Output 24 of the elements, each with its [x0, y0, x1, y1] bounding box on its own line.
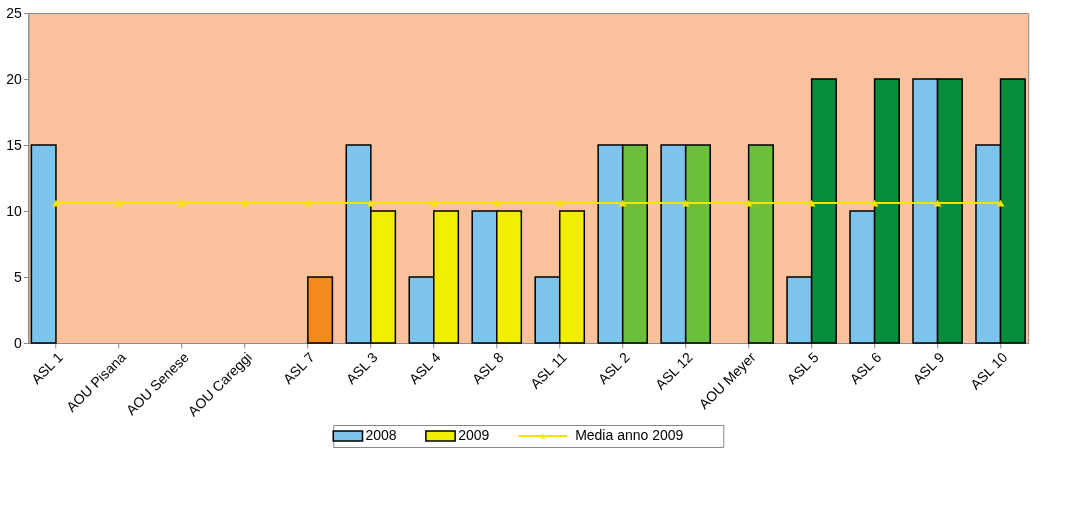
x-tick-label: ASL 6 [846, 348, 885, 387]
x-tick-label: ASL 10 [967, 348, 1011, 393]
x-tick-label: ASL 2 [594, 348, 633, 387]
x-tick-label: ASL 4 [405, 348, 444, 387]
x-tick-label: ASL 8 [468, 348, 507, 387]
x-tick-label: ASL 12 [652, 348, 696, 393]
x-tick-label: ASL 1 [27, 348, 66, 387]
bar [747, 144, 774, 344]
y-tick-label: 0 [13, 334, 22, 351]
legend-label: 2008 [365, 427, 397, 443]
x-tick-label: ASL 3 [342, 348, 381, 387]
bar [307, 276, 334, 344]
y-tick-label: 25 [6, 4, 22, 21]
x-tick-label: ASL 9 [909, 348, 948, 387]
legend-label: 2009 [458, 427, 490, 443]
x-tick-label: ASL 7 [279, 348, 318, 387]
x-tick-label: ASL 11 [526, 348, 570, 392]
y-tick-label: 5 [13, 268, 22, 285]
y-tick-label: 10 [6, 202, 22, 219]
x-tick-label: ASL 5 [783, 348, 822, 387]
y-tick-label: 15 [6, 136, 22, 153]
legend-label: Media anno 2009 [575, 427, 684, 443]
bar [30, 144, 57, 344]
y-tick-label: 20 [6, 70, 22, 87]
